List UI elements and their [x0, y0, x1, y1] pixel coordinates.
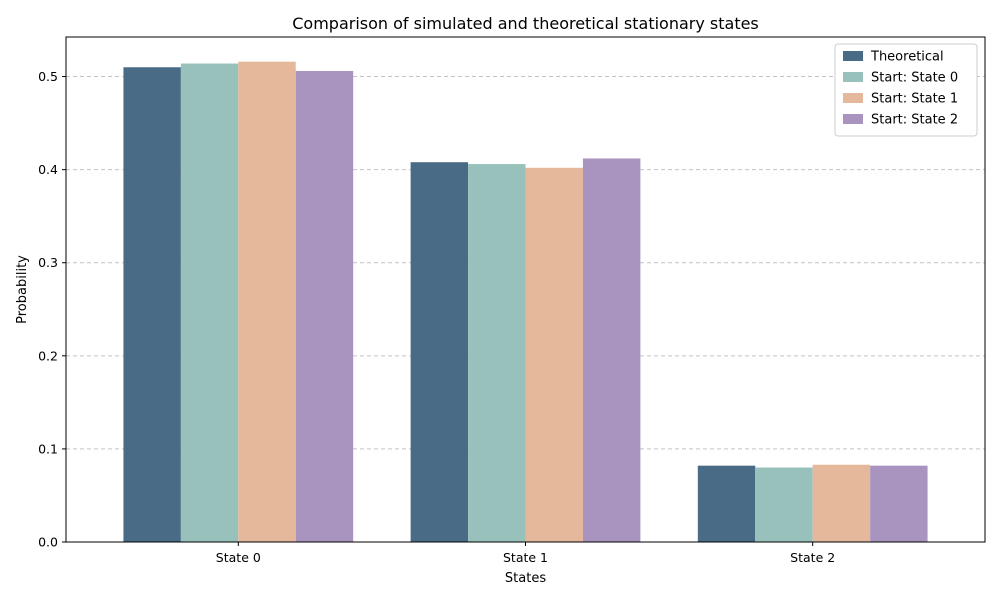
- x-tick-label: State 2: [790, 550, 835, 565]
- x-tick-label: State 0: [216, 550, 261, 565]
- y-axis-ticks: 0.0 0.1 0.2 0.3 0.4 0.5: [38, 69, 66, 550]
- chart-title: Comparison of simulated and theoretical …: [292, 14, 759, 33]
- bar: [755, 467, 813, 542]
- y-tick-label: 0.2: [38, 348, 58, 363]
- grid-lines: [66, 76, 985, 450]
- legend-swatch: [843, 51, 863, 61]
- bar: [238, 61, 296, 542]
- bar: [525, 167, 583, 542]
- legend-label: Start: State 2: [871, 113, 958, 128]
- y-tick-label: 0.1: [38, 441, 58, 456]
- legend-box: [834, 43, 978, 137]
- legend-label: Start: State 0: [871, 71, 958, 86]
- bar: [812, 464, 871, 542]
- y-tick-label: 0.4: [38, 162, 58, 177]
- x-axis-ticks: State 0 State 1 State 2: [216, 542, 835, 565]
- legend-swatch: [843, 114, 863, 124]
- bar: [123, 67, 181, 543]
- x-axis-label: States: [505, 571, 546, 586]
- bar: [410, 162, 469, 542]
- y-tick-label: 0.0: [38, 535, 58, 550]
- legend: Theoretical Start: State 0 Start: State 1 S…: [834, 43, 978, 137]
- legend-label: Theoretical: [870, 50, 944, 65]
- y-tick-label: 0.5: [38, 69, 58, 84]
- y-axis-label: Probability: [15, 255, 30, 324]
- y-tick-label: 0.3: [38, 255, 58, 270]
- legend-label: Start: State 1: [871, 92, 958, 107]
- bar: [295, 70, 354, 542]
- legend-swatch: [843, 72, 863, 82]
- x-tick-label: State 1: [503, 550, 548, 565]
- bar: [870, 465, 928, 542]
- bar: [697, 465, 756, 542]
- legend-swatch: [843, 93, 863, 103]
- bar: [468, 164, 526, 542]
- bar: [582, 158, 641, 543]
- bars: [123, 61, 928, 543]
- bar: [180, 63, 239, 542]
